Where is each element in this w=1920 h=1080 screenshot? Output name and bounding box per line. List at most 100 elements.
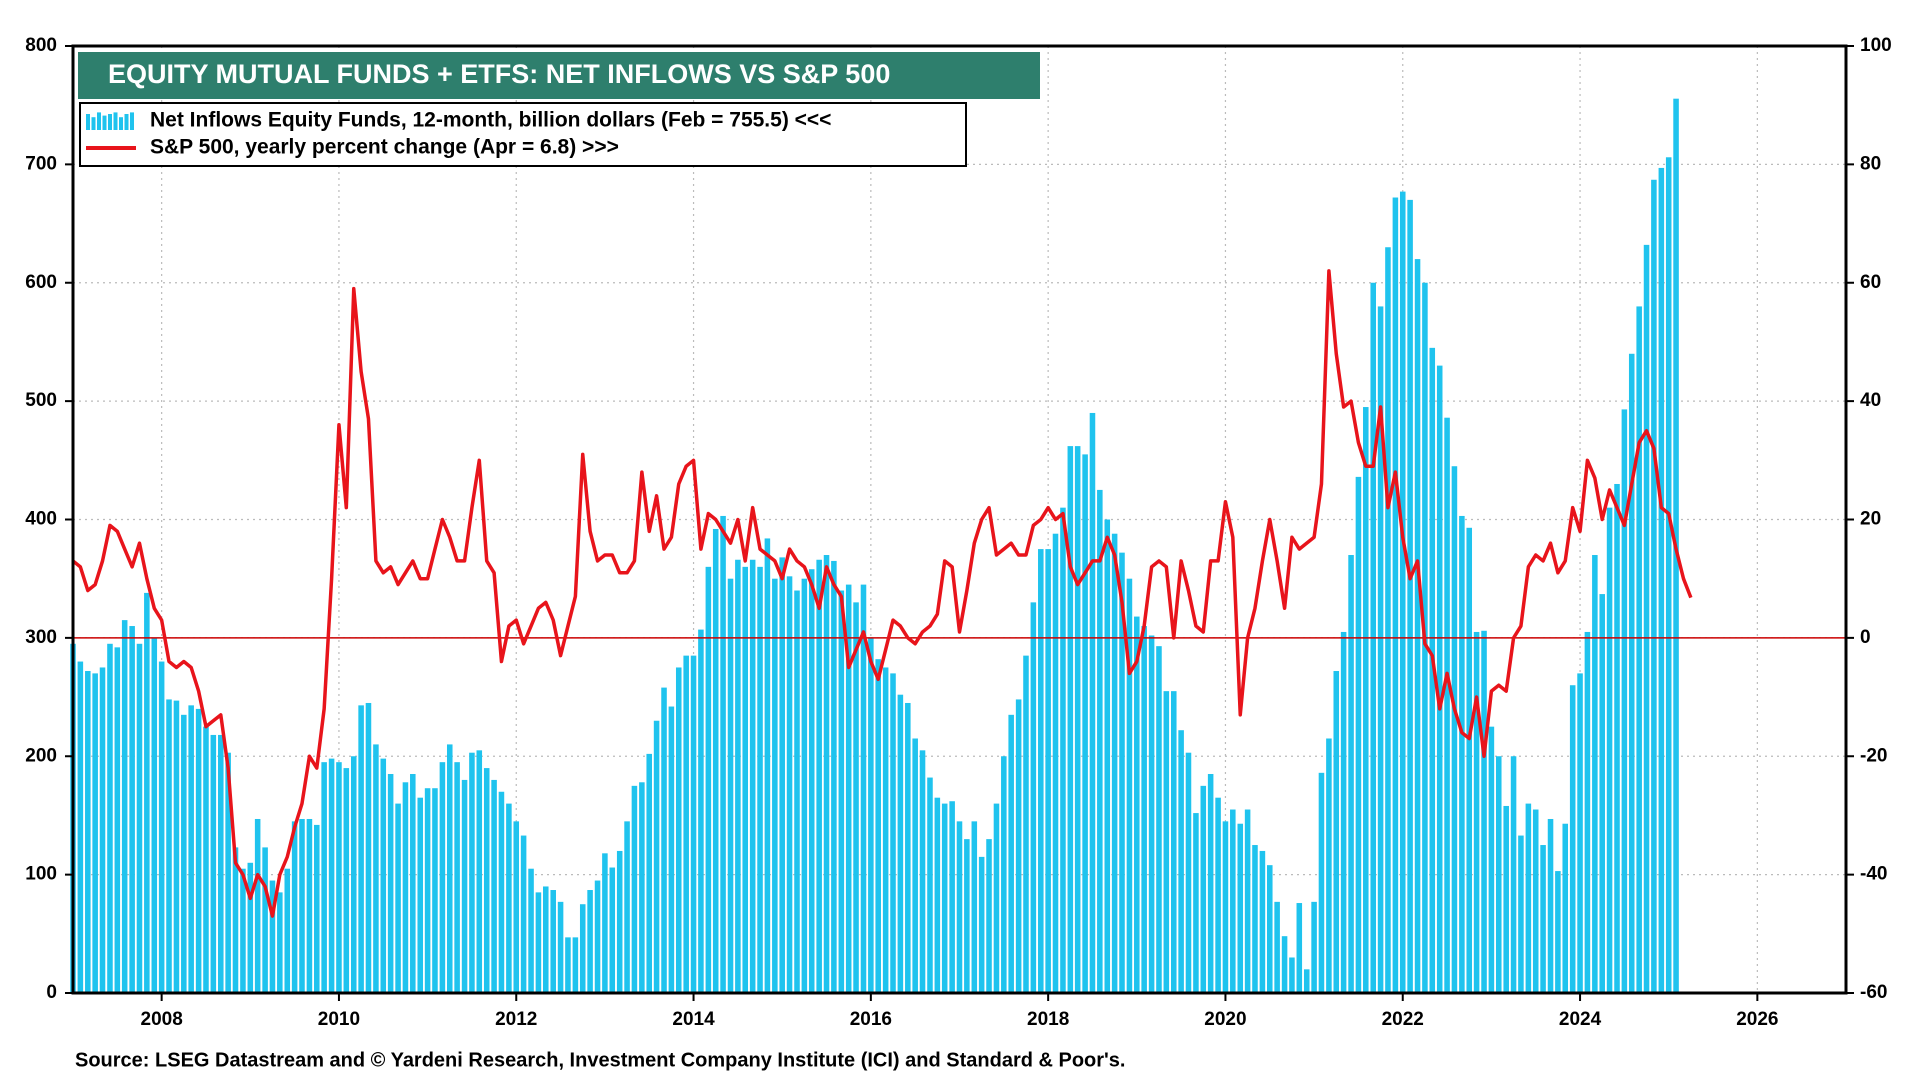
bar — [476, 750, 483, 993]
bar — [868, 637, 874, 993]
bar — [897, 694, 904, 993]
bar — [1193, 813, 1199, 993]
bar — [1392, 197, 1399, 993]
y2-tick-label: 20 — [1860, 509, 1881, 530]
bar — [1532, 809, 1539, 993]
y-tick-label: 100 — [25, 864, 57, 885]
chart-title: EQUITY MUTUAL FUNDS + ETFS: NET INFLOWS … — [108, 59, 890, 89]
bar — [262, 847, 268, 993]
bar — [491, 779, 497, 993]
bar — [181, 714, 187, 993]
legend-swatch — [97, 112, 101, 130]
axes: 0 100 200 300 400 500 600 700 800 -60 -40 -20 0 20 40 6… — [25, 35, 1891, 1030]
bar — [1540, 845, 1546, 993]
bar — [1237, 823, 1244, 993]
bar — [1665, 157, 1672, 993]
bar — [1148, 635, 1155, 993]
bar — [1547, 818, 1554, 993]
legend-swatch — [130, 112, 134, 130]
x-tick-label: 2024 — [1559, 1009, 1602, 1030]
bar — [956, 821, 963, 993]
bar — [1436, 365, 1443, 993]
x-tick-label: 2022 — [1382, 1009, 1424, 1030]
bar — [210, 734, 217, 993]
bar — [727, 578, 734, 993]
bar — [631, 785, 638, 993]
bar — [535, 892, 542, 993]
bar — [772, 578, 778, 993]
bar — [1001, 756, 1007, 993]
bar — [653, 720, 660, 993]
bar — [1518, 835, 1524, 993]
bar — [786, 576, 793, 993]
bar — [306, 818, 313, 993]
x-tick-label: 2012 — [495, 1009, 537, 1030]
bar — [1318, 772, 1325, 993]
bar — [912, 738, 918, 993]
bar — [1252, 845, 1258, 993]
y-tick-label: 0 — [46, 982, 57, 1003]
bar — [1606, 507, 1613, 993]
bar — [1030, 602, 1037, 993]
bar — [85, 671, 91, 993]
x-tick-label: 2008 — [141, 1009, 183, 1030]
bar — [661, 687, 667, 993]
bar — [757, 566, 763, 993]
bar — [1141, 626, 1147, 993]
bar — [1636, 306, 1642, 993]
bar — [1377, 306, 1384, 993]
bar — [365, 702, 372, 993]
bar — [838, 590, 845, 993]
bar — [971, 821, 978, 993]
bar — [225, 752, 231, 993]
bar — [602, 853, 608, 993]
bar — [1459, 515, 1465, 993]
bar — [1170, 691, 1177, 993]
bar — [92, 673, 98, 993]
bar — [1348, 555, 1354, 993]
bar — [1355, 476, 1362, 993]
legend-label: Net Inflows Equity Funds, 12-month, bill… — [150, 109, 831, 132]
bar — [439, 762, 446, 993]
bar — [823, 555, 830, 993]
bar — [690, 655, 697, 993]
y2-tick-label: 60 — [1860, 272, 1881, 293]
bar — [978, 856, 985, 993]
bar — [158, 661, 165, 993]
bar — [107, 643, 113, 993]
bar — [432, 788, 438, 993]
bar — [609, 867, 616, 993]
bar — [1097, 489, 1103, 993]
legend-box — [79, 102, 967, 167]
bar — [1259, 850, 1266, 993]
bar — [410, 774, 416, 993]
bar — [1008, 714, 1014, 993]
bar — [151, 637, 158, 993]
bar — [232, 847, 239, 993]
x-tick-label: 2010 — [318, 1009, 360, 1030]
bar — [99, 667, 106, 993]
bar — [1363, 407, 1369, 993]
bar — [845, 584, 852, 993]
bar — [1414, 259, 1421, 993]
bar — [993, 803, 1000, 993]
bar — [1651, 179, 1657, 994]
bar — [934, 797, 941, 993]
bar — [417, 797, 424, 993]
bar — [77, 661, 84, 993]
legend-label: S&P 500, yearly percent change (Apr = 6.… — [150, 136, 619, 159]
bar — [424, 788, 431, 993]
bar — [1281, 936, 1288, 993]
bar — [712, 528, 719, 993]
y-tick-label: 700 — [25, 153, 57, 174]
bar — [720, 515, 726, 993]
bar — [808, 569, 815, 993]
bar — [395, 803, 401, 993]
bar — [779, 557, 785, 993]
bar — [1207, 774, 1214, 993]
bar — [373, 744, 379, 993]
bar — [1466, 527, 1473, 993]
y2-tick-label: -20 — [1860, 745, 1887, 766]
bar — [860, 584, 867, 993]
bar — [1296, 903, 1303, 993]
